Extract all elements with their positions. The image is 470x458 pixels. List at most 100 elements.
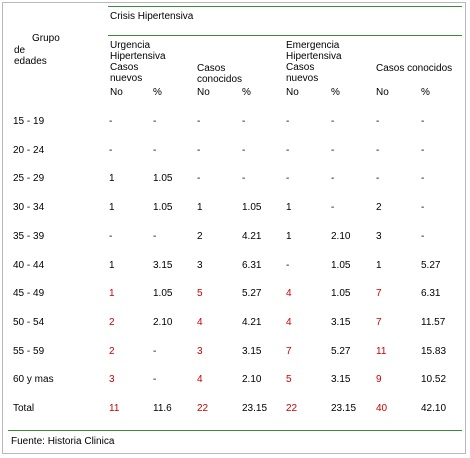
table-cell: 1 <box>109 202 115 213</box>
table-cell: - <box>286 145 290 156</box>
header-rule <box>108 35 462 36</box>
table-cell: - <box>242 145 246 156</box>
header-urgencia-2: Hipertensiva <box>110 51 166 62</box>
table-cell: 11.57 <box>421 317 446 328</box>
table-cell: - <box>242 173 246 184</box>
table-cell: - <box>109 116 113 127</box>
table-cell: 3.15 <box>331 374 351 385</box>
table-cell: 2 <box>109 317 115 328</box>
table-cell: 23.15 <box>242 403 268 414</box>
table-cell: - <box>331 173 335 184</box>
table-cell: - <box>421 116 425 127</box>
table-cell: 1.05 <box>153 173 173 184</box>
row-label: 45 - 49 <box>13 288 45 299</box>
header-grupo-2: de <box>14 45 26 56</box>
table-cell: 4.21 <box>242 317 262 328</box>
table-cell: 15.83 <box>421 346 447 357</box>
table-cell: 11.6 <box>153 403 172 414</box>
header-emergencia-1: Emergencia <box>286 40 340 51</box>
row-label: 55 - 59 <box>13 346 45 357</box>
row-label: 40 - 44 <box>13 260 45 271</box>
table-cell: 5 <box>197 288 203 299</box>
table-cell: - <box>421 173 425 184</box>
subheader-no-3: No <box>286 87 299 98</box>
header-casos-conocidos-2: conocidos <box>197 74 243 85</box>
table-cell: 7 <box>376 317 382 328</box>
subheader-pct-3: % <box>331 87 340 98</box>
table-cell: - <box>421 231 425 242</box>
table-cell: 11 <box>376 346 387 357</box>
row-label: 35 - 39 <box>13 231 45 242</box>
table-cell: 2.10 <box>153 317 173 328</box>
table-cell: - <box>197 145 201 156</box>
table-cell: 4.21 <box>242 231 262 242</box>
table-cell: 11 <box>109 403 120 414</box>
header-casos-conocidos-1: Casos <box>197 63 226 74</box>
header-emergencia-2: Hipertensiva <box>286 51 342 62</box>
table-cell: 1 <box>109 173 115 184</box>
header-grupo-3: edades <box>14 56 47 67</box>
table-cell: 23.15 <box>331 403 357 414</box>
table-cell: - <box>153 374 157 385</box>
table-cell: 2.10 <box>242 374 262 385</box>
table-cell: 4 <box>197 317 203 328</box>
top-rule <box>108 6 462 7</box>
header-crisis: Crisis Hipertensiva <box>110 11 194 22</box>
table-cell: 7 <box>286 346 292 357</box>
table-cell: 6.31 <box>242 260 262 271</box>
table-cell: - <box>153 145 157 156</box>
subheader-pct-1: % <box>153 87 162 98</box>
table-cell: 5.27 <box>242 288 262 299</box>
row-label: 25 - 29 <box>13 173 45 184</box>
table-cell: 1 <box>286 202 292 213</box>
table-cell: - <box>331 116 335 127</box>
table-cell: - <box>331 145 335 156</box>
table-cell: 42.10 <box>421 403 447 414</box>
table-cell: - <box>286 116 290 127</box>
header-emergencia-3: Casos <box>286 62 315 73</box>
header-emergencia-4: nuevos <box>286 73 319 84</box>
table-cell: 1.05 <box>331 288 351 299</box>
row-label: 30 - 34 <box>13 202 45 213</box>
table-cell: 10.52 <box>421 374 447 385</box>
header-urgencia-4: nuevos <box>110 73 143 84</box>
table-cell: - <box>153 231 157 242</box>
table-cell: 1 <box>109 288 115 299</box>
table-cell: 3 <box>197 346 203 357</box>
table-cell: - <box>286 260 290 271</box>
table-cell: - <box>421 202 425 213</box>
table-cell: 5.27 <box>421 260 441 271</box>
subheader-no-4: No <box>376 87 389 98</box>
table-cell: - <box>421 145 425 156</box>
table-frame <box>2 2 466 454</box>
table-cell: 1.05 <box>242 202 262 213</box>
table-cell: - <box>197 116 201 127</box>
table-cell: 7 <box>376 288 382 299</box>
table-cell: 2 <box>376 202 382 213</box>
table-cell: 1.05 <box>153 288 173 299</box>
table-cell: 4 <box>286 288 292 299</box>
table-cell: - <box>331 202 335 213</box>
table-cell: 1 <box>197 202 203 213</box>
table-cell: - <box>109 231 113 242</box>
subheader-no-1: No <box>110 87 123 98</box>
table-cell: 4 <box>197 374 203 385</box>
subheader-pct-2: % <box>242 87 251 98</box>
subheader-no-2: No <box>197 87 210 98</box>
header-urgencia-1: Urgencia <box>110 40 151 51</box>
table-cell: - <box>153 346 157 357</box>
table-cell: 6.31 <box>421 288 441 299</box>
row-label: 15 - 19 <box>13 116 45 127</box>
table-cell: - <box>197 173 201 184</box>
table-cell: 2 <box>197 231 203 242</box>
table-cell: 3.15 <box>153 260 173 271</box>
table-cell: 3 <box>109 374 115 385</box>
table-cell: 4 <box>286 317 292 328</box>
table-cell: - <box>376 173 380 184</box>
table-cell: 2 <box>109 346 115 357</box>
table-cell: 22 <box>197 403 209 414</box>
row-label: Total <box>13 403 35 414</box>
table-cell: - <box>376 116 380 127</box>
table-cell: 5.27 <box>331 346 351 357</box>
table-cell: 40 <box>376 403 388 414</box>
